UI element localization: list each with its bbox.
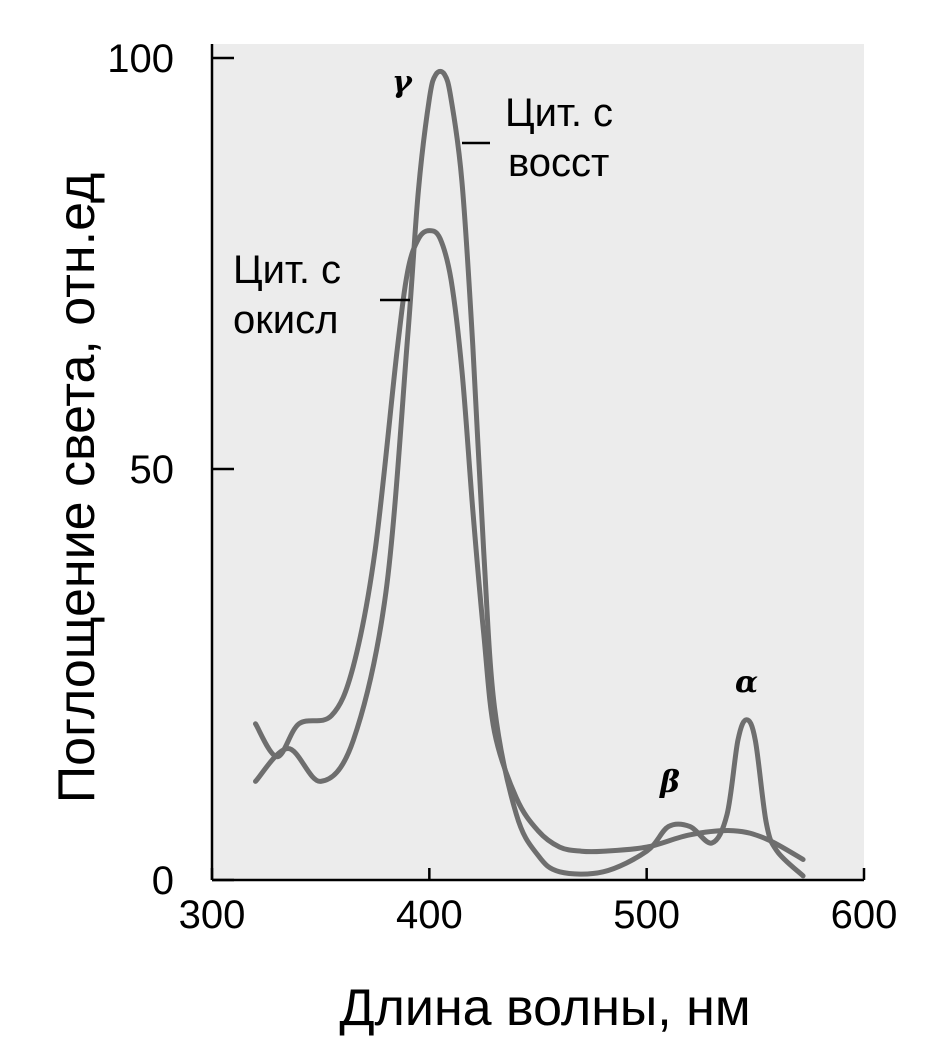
y-axis-title: Поглощение света, отн.ед (48, 173, 106, 803)
series-label-oxidized-line2: окисл (233, 298, 338, 342)
peak-label-gamma: γ (392, 65, 413, 100)
y-tick-label: 100 (107, 37, 174, 81)
peak-label-alpha: α (735, 665, 758, 700)
series-label-reduced-line1: Цит. с (505, 91, 613, 135)
x-tick-label: 600 (831, 893, 898, 937)
x-tick-label: 500 (613, 893, 680, 937)
series-label-reduced-line2: восст (508, 141, 609, 185)
spectrum-curves (253, 68, 806, 879)
y-tick-label: 0 (152, 859, 174, 903)
y-tick-label: 50 (130, 448, 175, 492)
series-label-oxidized-line1: Цит. с (233, 248, 341, 292)
ticks: 300 400 500 600 0 50 100 (107, 37, 897, 937)
series-line-reduced (253, 68, 806, 879)
x-tick-label: 300 (179, 893, 246, 937)
label-leader-lines (380, 141, 490, 302)
axes (210, 44, 864, 882)
x-axis-title: Длина волны, нм (339, 979, 750, 1037)
peak-label-beta: β (659, 765, 680, 800)
x-tick-label: 400 (396, 893, 463, 937)
series-line-oxidized (253, 228, 806, 862)
